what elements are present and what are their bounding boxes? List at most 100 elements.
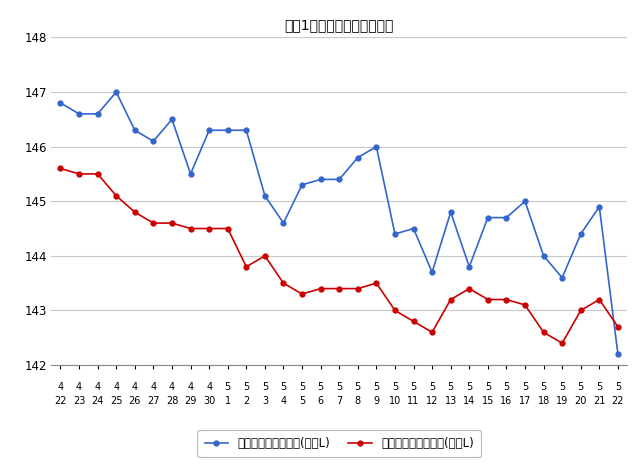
レギュラー看板価格(円／L) [243, 127, 250, 133]
レギュラー看板価格(円／L) [131, 127, 139, 133]
Text: 23: 23 [73, 395, 85, 406]
Text: 5: 5 [522, 382, 528, 392]
レギュラー看板価格(円／L) [595, 204, 603, 210]
レギュラー看板価格(円／L) [614, 351, 621, 357]
Text: 5: 5 [596, 382, 602, 392]
Text: 9: 9 [373, 395, 380, 406]
Text: 4: 4 [113, 382, 119, 392]
レギュラー看板価格(円／L) [280, 220, 287, 226]
Text: 29: 29 [184, 395, 196, 406]
Text: 2: 2 [243, 395, 250, 406]
Text: 4: 4 [58, 382, 63, 392]
Text: 6: 6 [317, 395, 324, 406]
Line: レギュラー実売価格(円／L): レギュラー実売価格(円／L) [58, 166, 620, 346]
レギュラー実売価格(円／L) [187, 226, 195, 231]
レギュラー看板価格(円／L) [484, 215, 492, 220]
レギュラー看板価格(円／L) [187, 171, 195, 177]
レギュラー実売価格(円／L) [205, 226, 213, 231]
Text: 4: 4 [169, 382, 175, 392]
レギュラー実売価格(円／L) [428, 329, 436, 335]
Text: 5: 5 [243, 382, 250, 392]
Text: 30: 30 [203, 395, 215, 406]
レギュラー看板価格(円／L) [76, 111, 83, 117]
Text: 4: 4 [280, 395, 287, 406]
レギュラー実売価格(円／L) [150, 220, 157, 226]
レギュラー看板価格(円／L) [558, 275, 566, 280]
レギュラー看板価格(円／L) [150, 139, 157, 144]
レギュラー実売価格(円／L) [76, 171, 83, 177]
Line: レギュラー看板価格(円／L): レギュラー看板価格(円／L) [58, 89, 620, 357]
レギュラー看板価格(円／L) [372, 144, 380, 149]
Text: 14: 14 [463, 395, 476, 406]
Text: 4: 4 [76, 382, 82, 392]
レギュラー看板価格(円／L) [465, 264, 473, 270]
レギュラー看板価格(円／L) [335, 176, 343, 182]
Text: 11: 11 [408, 395, 420, 406]
レギュラー実売価格(円／L) [521, 302, 529, 308]
Text: 1: 1 [225, 395, 231, 406]
Text: 15: 15 [482, 395, 494, 406]
レギュラー実売価格(円／L) [410, 319, 417, 324]
Text: 19: 19 [556, 395, 568, 406]
レギュラー実売価格(円／L) [317, 286, 324, 292]
レギュラー実売価格(円／L) [558, 340, 566, 346]
Text: 5: 5 [299, 395, 305, 406]
レギュラー実売価格(円／L) [502, 297, 510, 302]
Text: 5: 5 [484, 382, 491, 392]
レギュラー実売価格(円／L) [243, 264, 250, 270]
レギュラー実売価格(円／L) [131, 209, 139, 215]
レギュラー実売価格(円／L) [465, 286, 473, 292]
Text: 13: 13 [445, 395, 457, 406]
レギュラー看板価格(円／L) [354, 155, 362, 161]
Legend: レギュラー看板価格(円／L), レギュラー実売価格(円／L): レギュラー看板価格(円／L), レギュラー実売価格(円／L) [198, 430, 481, 457]
Text: 5: 5 [559, 382, 565, 392]
レギュラー実売価格(円／L) [57, 166, 65, 171]
Text: 5: 5 [299, 382, 305, 392]
Text: 4: 4 [188, 382, 194, 392]
Text: 4: 4 [132, 382, 138, 392]
レギュラー看板価格(円／L) [428, 270, 436, 275]
レギュラー実売価格(円／L) [94, 171, 102, 177]
レギュラー実売価格(円／L) [372, 280, 380, 286]
レギュラー看板価格(円／L) [410, 226, 417, 231]
Text: 17: 17 [519, 395, 531, 406]
レギュラー実売価格(円／L) [298, 291, 306, 297]
レギュラー実売価格(円／L) [540, 329, 547, 335]
レギュラー実売価格(円／L) [280, 280, 287, 286]
レギュラー実売価格(円／L) [113, 193, 120, 198]
Text: 5: 5 [336, 382, 342, 392]
Text: 12: 12 [426, 395, 438, 406]
レギュラー看板価格(円／L) [205, 127, 213, 133]
Text: 4: 4 [150, 382, 156, 392]
Text: 5: 5 [317, 382, 324, 392]
レギュラー実売価格(円／L) [168, 220, 176, 226]
Text: 5: 5 [262, 382, 268, 392]
レギュラー実売価格(円／L) [595, 297, 603, 302]
レギュラー看板価格(円／L) [168, 117, 176, 122]
Text: 5: 5 [466, 382, 472, 392]
レギュラー実売価格(円／L) [354, 286, 362, 292]
Text: 25: 25 [110, 395, 122, 406]
Text: 5: 5 [373, 382, 380, 392]
レギュラー実売価格(円／L) [391, 307, 399, 313]
Text: 5: 5 [503, 382, 509, 392]
Text: 10: 10 [389, 395, 401, 406]
Text: 3: 3 [262, 395, 268, 406]
Title: 最近1ヶ月のレギュラー価格: 最近1ヶ月のレギュラー価格 [285, 18, 394, 32]
Text: 22: 22 [612, 395, 624, 406]
Text: 16: 16 [500, 395, 513, 406]
Text: 27: 27 [147, 395, 159, 406]
レギュラー看板価格(円／L) [447, 209, 454, 215]
Text: 7: 7 [336, 395, 342, 406]
Text: 5: 5 [392, 382, 398, 392]
レギュラー看板価格(円／L) [261, 193, 269, 198]
レギュラー看板価格(円／L) [577, 231, 584, 237]
レギュラー看板価格(円／L) [317, 176, 324, 182]
Text: 22: 22 [54, 395, 67, 406]
Text: 18: 18 [538, 395, 550, 406]
レギュラー看板価格(円／L) [502, 215, 510, 220]
Text: 5: 5 [410, 382, 417, 392]
レギュラー看板価格(円／L) [298, 182, 306, 188]
レギュラー看板価格(円／L) [391, 231, 399, 237]
Text: 24: 24 [92, 395, 104, 406]
